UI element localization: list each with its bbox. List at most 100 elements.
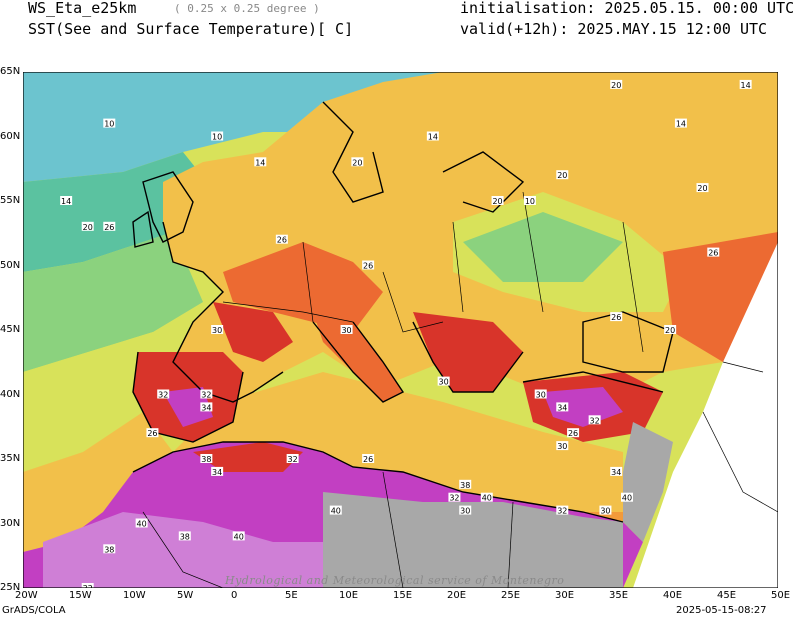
footer-software: GrADS/COLA bbox=[2, 605, 66, 616]
contour-label: 38 bbox=[104, 545, 114, 554]
contour-label: 20 bbox=[492, 197, 502, 206]
lat-tick: 30N bbox=[0, 517, 21, 529]
contour-label-bg bbox=[362, 260, 375, 270]
contour-label: 10 bbox=[212, 133, 222, 142]
lon-tick: 5W bbox=[177, 590, 194, 601]
contour-label-bg bbox=[103, 118, 116, 128]
contour-label: 26 bbox=[104, 223, 114, 232]
contour-label: 32 bbox=[83, 584, 93, 588]
contour-label-bg bbox=[556, 441, 569, 451]
contour-label-bg bbox=[157, 389, 170, 399]
contour-label: 26 bbox=[147, 429, 157, 438]
contour-label-bg bbox=[534, 389, 547, 399]
contour-label-bg bbox=[81, 221, 94, 231]
contour-label: 40 bbox=[137, 520, 147, 529]
contour-label: 26 bbox=[277, 236, 287, 245]
contour-label-bg bbox=[340, 325, 353, 334]
contour-label: 32 bbox=[201, 391, 211, 400]
lon-tick: 45E bbox=[717, 590, 737, 601]
contour-label-bg bbox=[491, 196, 504, 205]
contour-label: 20 bbox=[352, 158, 362, 167]
sst-map: 10 10 10 14 14 14 14 14 20 20 20 20 20 20 26 26 26 26 26 20… bbox=[23, 72, 778, 588]
lon-tick: 0 bbox=[231, 590, 238, 601]
contour-label: 26 bbox=[611, 313, 621, 322]
contour-label: 34 bbox=[212, 468, 222, 477]
contour-label-bg bbox=[200, 389, 213, 399]
contour-label-bg bbox=[556, 170, 569, 180]
contour-label: 40 bbox=[482, 494, 492, 503]
watermark: Hydrological and Meteorological service … bbox=[225, 574, 565, 587]
contour-label: 20 bbox=[665, 326, 675, 335]
contour-label-bg bbox=[362, 454, 375, 463]
contour-label-bg bbox=[254, 157, 267, 167]
lon-tick: 15W bbox=[69, 590, 92, 601]
contour-label: 14 bbox=[61, 197, 71, 206]
lat-tick: 40N bbox=[0, 388, 21, 400]
band-16 bbox=[23, 232, 203, 372]
contour-label: 20 bbox=[557, 171, 567, 180]
contour-label-bg bbox=[459, 505, 472, 515]
contour-label-bg bbox=[275, 234, 288, 244]
contour-label-bg bbox=[664, 325, 677, 334]
contour-label-bg bbox=[567, 428, 580, 438]
contour-label-bg bbox=[621, 492, 633, 502]
contour-label-bg bbox=[60, 196, 73, 205]
lon-tick: 25E bbox=[501, 590, 521, 601]
land-mideast-nodata bbox=[623, 422, 673, 542]
contour-label-bg bbox=[200, 402, 213, 412]
contour-label-bg bbox=[211, 131, 224, 141]
lat-tick: 45N bbox=[0, 324, 21, 335]
model-name: WS_Eta_e25km bbox=[28, 0, 137, 17]
contour-label: 34 bbox=[557, 403, 567, 412]
contour-label-bg bbox=[707, 247, 720, 257]
contour-label: 30 bbox=[460, 507, 470, 516]
lat-tick: 60N bbox=[0, 130, 21, 142]
land-africa-light bbox=[43, 512, 353, 588]
land-nodata bbox=[323, 492, 623, 588]
lon-tick: 20W bbox=[15, 590, 38, 601]
contour-label-bg bbox=[135, 518, 148, 528]
contour-label-bg bbox=[448, 492, 461, 502]
contour-label: 30 bbox=[557, 442, 567, 451]
contour-label-bg bbox=[556, 505, 569, 515]
contour-label: 14 bbox=[428, 133, 438, 142]
contour-label-bg bbox=[523, 196, 536, 205]
land-france-hot bbox=[213, 302, 293, 362]
contour-label-bg bbox=[103, 221, 116, 231]
contour-label: 10 bbox=[104, 120, 114, 129]
contour-label: 38 bbox=[201, 455, 211, 464]
contour-label: 26 bbox=[363, 262, 373, 271]
lon-tick: 30E bbox=[555, 590, 575, 601]
initialisation-time: initialisation: 2025.05.15. 00:00 UTC bbox=[460, 0, 795, 17]
lat-tick: 55N bbox=[0, 195, 21, 206]
contour-label: 32 bbox=[590, 416, 600, 425]
contour-label: 30 bbox=[600, 507, 610, 516]
contour-label-bg bbox=[459, 479, 472, 489]
land-central-hot bbox=[223, 242, 383, 332]
lon-tick: 15E bbox=[393, 590, 413, 601]
lon-tick: 50E bbox=[771, 590, 791, 601]
contour-label-bg bbox=[426, 131, 439, 141]
contour-label-bg bbox=[696, 183, 709, 193]
contour-label: 30 bbox=[212, 326, 222, 335]
contour-label: 30 bbox=[341, 326, 351, 335]
contour-label-bg bbox=[81, 583, 94, 588]
contour-label: 30 bbox=[439, 378, 449, 387]
contour-label-bg bbox=[211, 466, 224, 476]
contour-label: 40 bbox=[234, 532, 244, 541]
contour-label-bg bbox=[610, 466, 623, 476]
contour-label-bg bbox=[599, 505, 612, 515]
contour-labels: 10 10 10 14 14 14 14 14 20 20 20 20 20 20 26 26 26 26 26 20… bbox=[60, 79, 752, 588]
contour-label-bg bbox=[178, 531, 191, 541]
contour-label: 26 bbox=[568, 429, 578, 438]
contour-label: 32 bbox=[158, 391, 168, 400]
land-turkey-core bbox=[543, 387, 623, 427]
contour-label: 32 bbox=[288, 455, 298, 464]
contour-label: 40 bbox=[622, 494, 632, 503]
contour-label-bg bbox=[674, 118, 687, 128]
contour-label-bg bbox=[286, 454, 299, 463]
contour-label: 20 bbox=[83, 223, 93, 232]
contour-label: 14 bbox=[741, 81, 751, 90]
contour-label-bg bbox=[556, 402, 569, 412]
contour-label-bg bbox=[351, 157, 364, 167]
